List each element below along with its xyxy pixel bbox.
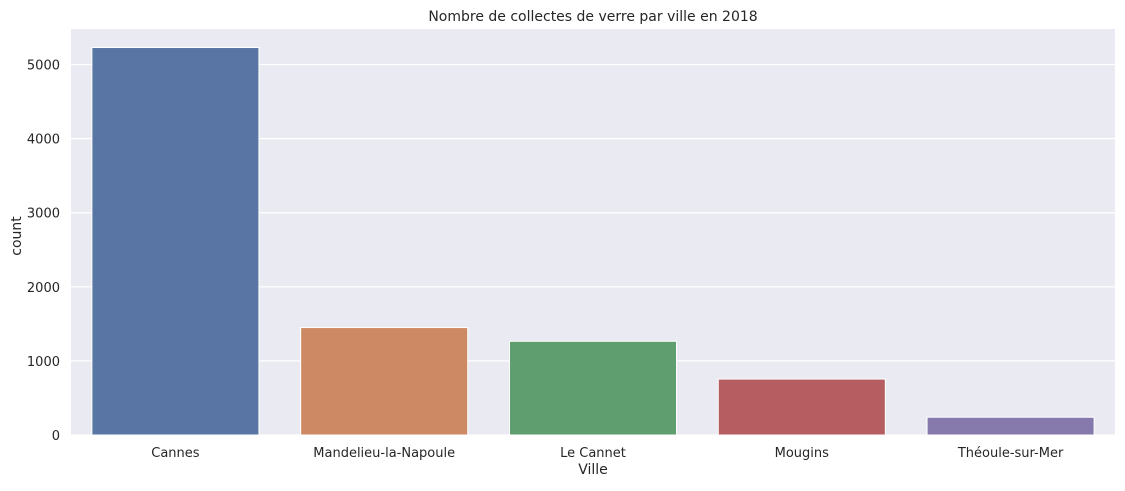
bars (91, 47, 1095, 436)
x-tick-label: Mougins (775, 446, 830, 461)
x-axis-label: Ville (578, 462, 608, 478)
y-tick-label: 5000 (27, 59, 60, 74)
y-axis-label: count (9, 216, 25, 256)
bar-cannes (91, 47, 260, 436)
bar-th-oule-sur-mer (926, 416, 1095, 436)
y-axis-ticks: 0 1000 2000 3000 4000 5000 (27, 59, 60, 444)
bar-mougins (717, 378, 886, 436)
x-tick-label: Mandelieu-la-Napoule (313, 446, 455, 461)
y-tick-label: 0 (52, 429, 60, 444)
x-tick-label: Théoule-sur-Mer (957, 446, 1064, 461)
chart-title: Nombre de collectes de verre par ville e… (428, 9, 757, 25)
x-tick-label: Le Cannet (560, 446, 626, 461)
x-tick-label: Cannes (151, 446, 200, 461)
x-axis-ticks: Cannes Mandelieu-la-Napoule Le Cannet Mougi… (151, 446, 1064, 461)
y-tick-label: 2000 (27, 281, 60, 296)
y-tick-label: 1000 (27, 355, 60, 370)
y-tick-label: 3000 (27, 207, 60, 222)
bar-mandelieu-la-napoule (300, 327, 469, 436)
y-tick-label: 4000 (27, 133, 60, 148)
bar-le-cannet (508, 340, 678, 436)
